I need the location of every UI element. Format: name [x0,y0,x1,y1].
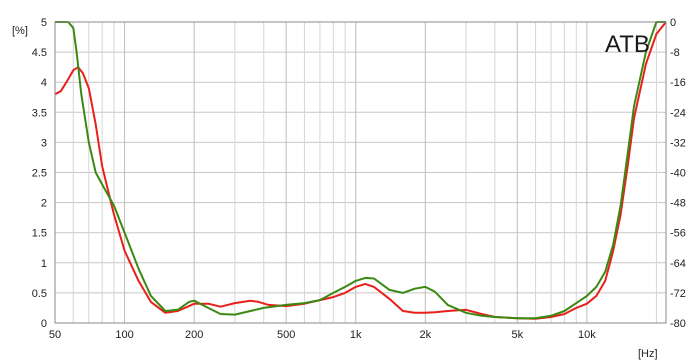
y-tick-label: 2 [41,198,47,210]
grid [54,21,666,324]
x-tick-label: 5k [511,329,523,341]
y2-tick-label: -16 [670,77,686,89]
y-axis-unit: [%] [12,25,28,37]
y-tick-label: 0.5 [32,288,47,300]
plot-border [54,21,667,324]
brand-label: ATB [605,31,650,58]
y-tick-label: 3.5 [32,107,47,119]
x-tick-label: 500 [277,329,295,341]
y2-tick-label: -80 [670,318,686,330]
plot-frame [54,21,667,324]
y-tick-label: 1.5 [32,228,47,240]
x-tick-label: 100 [115,329,133,341]
y2-tick-label: -56 [670,228,686,240]
y-tick-label: 3 [41,137,47,149]
y-tick-label: 4.5 [32,47,47,59]
y-tick-label: 2.5 [32,168,47,180]
x-tick-label: 1k [350,329,362,341]
series-lines [54,21,667,320]
y2-tick-label: -64 [670,258,686,270]
y-tick-label: 0 [41,318,47,330]
x-tick-label: 2k [419,329,431,341]
x-axis-unit: [Hz] [638,348,658,360]
y-tick-label: 5 [41,17,47,29]
x-tick-label: 200 [185,329,203,341]
y2-tick-label: -40 [670,168,686,180]
x-tick-label: 50 [49,329,61,341]
axis-labels: 5 4.5 4 3.5 3 2.5 2 1.5 1 0.5 0 0 -8 -16 -24 -32 -40 -48 -… [32,17,686,341]
y2-tick-label: -72 [670,288,686,300]
y2-tick-label: 0 [670,17,676,29]
y2-tick-label: -8 [670,47,680,59]
y2-tick-label: -48 [670,198,686,210]
y2-tick-label: -24 [670,107,686,119]
series-line-2 [55,21,666,320]
series-line-1 [54,21,667,320]
y-tick-label: 4 [41,77,47,89]
y2-tick-label: -32 [670,137,686,149]
y-tick-label: 1 [41,258,47,270]
x-tick-label: 10k [578,329,596,341]
